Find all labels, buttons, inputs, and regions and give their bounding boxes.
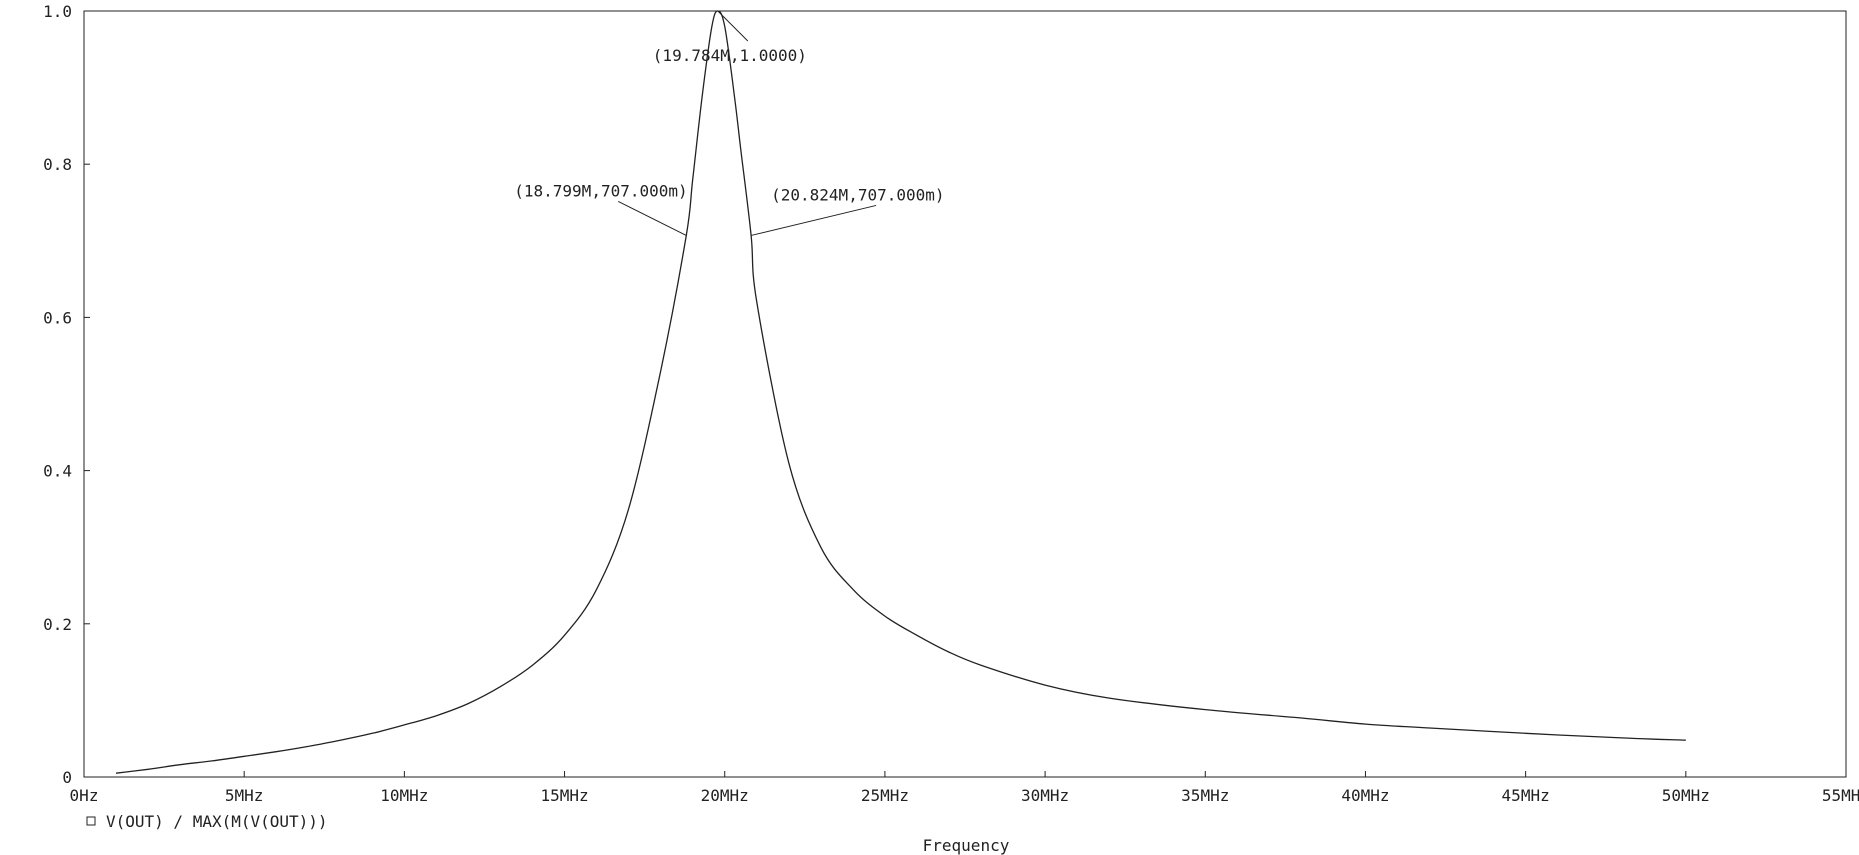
y-tick-label: 0 [62,768,72,787]
x-tick-label: 10MHz [380,786,428,805]
x-tick-label: 55MHz [1822,786,1859,805]
series-line [115,10,1686,774]
x-axis: 0Hz 5MHz 10MHz 15MHz 20MHz 25MHz 30MHz 35MHz 40M… [70,771,1859,805]
x-tick-label: 5MHz [225,786,264,805]
annotation-leader [717,10,749,42]
legend-marker [86,816,96,826]
legend-label: V(OUT) / MAX(M(V(OUT))) [106,812,328,831]
x-tick-label: 50MHz [1662,786,1710,805]
x-tick-label: 0Hz [70,786,99,805]
x-tick-label: 35MHz [1181,786,1229,805]
y-tick-label: 0.4 [43,462,72,481]
annotation-label: (18.799M,707.000m) [514,181,687,200]
y-tick-label: 0.8 [43,155,72,174]
plot-frame [83,10,1847,778]
x-tick-label: 45MHz [1502,786,1550,805]
x-tick-label: 40MHz [1341,786,1389,805]
x-tick-label: 30MHz [1021,786,1069,805]
x-tick-label: 20MHz [701,786,749,805]
annotation-leader [751,204,877,236]
legend: V(OUT) / MAX(M(V(OUT))) [86,812,328,831]
annotation-leader [618,200,687,236]
annotation-label: (19.784M,1.0000) [653,46,807,65]
y-tick-label: 0.2 [43,615,72,634]
x-tick-label: 25MHz [861,786,909,805]
x-axis-label: Frequency [923,836,1010,855]
annotation-label: (20.824M,707.000m) [771,185,944,204]
y-tick-label: 1.0 [43,2,72,21]
x-tick-label: 15MHz [540,786,588,805]
annotations: (19.784M,1.0000) (18.799M,707.000m) (20.82… [514,10,945,236]
y-tick-label: 0.6 [43,308,72,327]
y-axis: 0 0.2 0.4 0.6 0.8 1.0 [43,2,90,787]
